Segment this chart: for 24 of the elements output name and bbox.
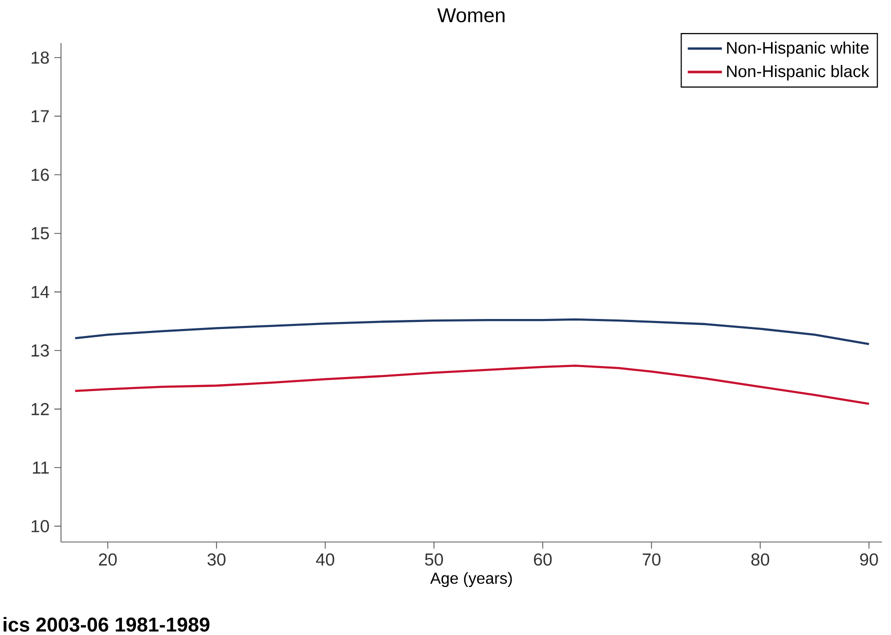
y-tick-label: 18 bbox=[32, 52, 49, 64]
y-tick-label: 15 bbox=[32, 227, 49, 240]
chart-title: Women bbox=[437, 8, 504, 22]
line-series bbox=[74, 364, 870, 405]
text: ics 2003-06 1981-1989 bbox=[4, 617, 210, 632]
line-series bbox=[74, 318, 870, 346]
y-tick-label: 17 bbox=[32, 110, 49, 122]
x-tick-label: 40 bbox=[316, 553, 334, 566]
x-tick-label: 20 bbox=[99, 553, 117, 566]
legend-label: Non-Hispanic white bbox=[727, 42, 869, 58]
x-tick-label: 70 bbox=[642, 553, 660, 566]
y-tick-label: 12 bbox=[32, 402, 49, 416]
x-tick-label: 50 bbox=[425, 553, 443, 566]
y-tick-label: 13 bbox=[32, 344, 49, 357]
x-axis-title: Age (years) bbox=[430, 572, 512, 588]
legend-label: Non-Hispanic black bbox=[727, 64, 870, 80]
y-tick-label: 16 bbox=[32, 168, 49, 181]
y-tick-label: 10 bbox=[32, 520, 49, 532]
y-tick-label: 11 bbox=[32, 462, 49, 474]
x-tick-label: 60 bbox=[534, 553, 552, 566]
x-tick-label: 90 bbox=[860, 553, 878, 566]
x-tick-label: 80 bbox=[751, 553, 770, 566]
y-tick-label: 14 bbox=[32, 286, 50, 298]
x-tick-label: 30 bbox=[208, 553, 226, 566]
